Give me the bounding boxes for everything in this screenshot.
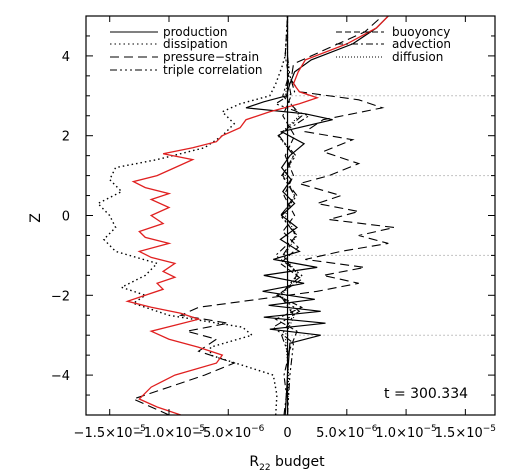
y-axis: −4 −2 0 2 4: [51, 15, 495, 416]
y-tick-label-4: 4: [62, 50, 70, 65]
legend-label-4: buoyoncy: [392, 25, 450, 39]
series-line-0: [245, 16, 389, 415]
x-tick-label-3: 0: [283, 426, 291, 441]
series-line-6: [277, 16, 301, 415]
series-line-4: [274, 16, 304, 415]
legend-label-5: advection: [392, 37, 451, 51]
x-axis-label-rest: budget: [271, 454, 326, 470]
x-axis-label: R22 budget: [249, 454, 325, 473]
legend-label-3: triple correlation: [163, 63, 263, 77]
y-tick-label-3: 2: [62, 130, 70, 145]
legend: productiondissipationpressure−straintrip…: [110, 25, 451, 77]
x-tick-label-0: −1.5×10−5: [74, 424, 146, 441]
x-axis-label-main: R: [249, 454, 259, 470]
y-axis-label: Z: [28, 213, 44, 223]
x-axis-label-subscript: 22: [259, 463, 270, 473]
series-layer: [96, 16, 395, 415]
series-line-1: [96, 16, 289, 415]
x-axis: −1.5×10−5−1.0×10−5−5.0×10−6 0 5.0×10−61.0×…: [74, 16, 496, 441]
legend-label-6: diffusion: [392, 50, 443, 64]
x-tick-label-4: 5.0×10−6: [316, 424, 378, 441]
plot-frame: [85, 15, 496, 416]
x-tick-label-6: 1.5×10−5: [435, 424, 496, 441]
x-tick-label-2: −5.0×10−6: [192, 424, 265, 441]
y-tick-label-2: 0: [62, 210, 70, 225]
series-line-2: [131, 16, 395, 415]
legend-label-0: production: [163, 25, 227, 39]
dotted-gridlines: [287, 95, 495, 336]
legend-label-1: dissipation: [163, 37, 228, 51]
legend-label-2: pressure−strain: [163, 50, 259, 64]
x-tick-label-5: 1.0×10−5: [375, 424, 436, 441]
series-line-3: [272, 16, 311, 415]
series-line-5: [278, 16, 303, 415]
series-line-7: [125, 16, 389, 415]
time-annotation: t = 300.334: [384, 386, 468, 402]
x-tick-label-1: −1.0×10−5: [133, 424, 205, 441]
y-tick-label-1: −2: [51, 289, 70, 304]
y-tick-label-0: −4: [51, 369, 70, 384]
